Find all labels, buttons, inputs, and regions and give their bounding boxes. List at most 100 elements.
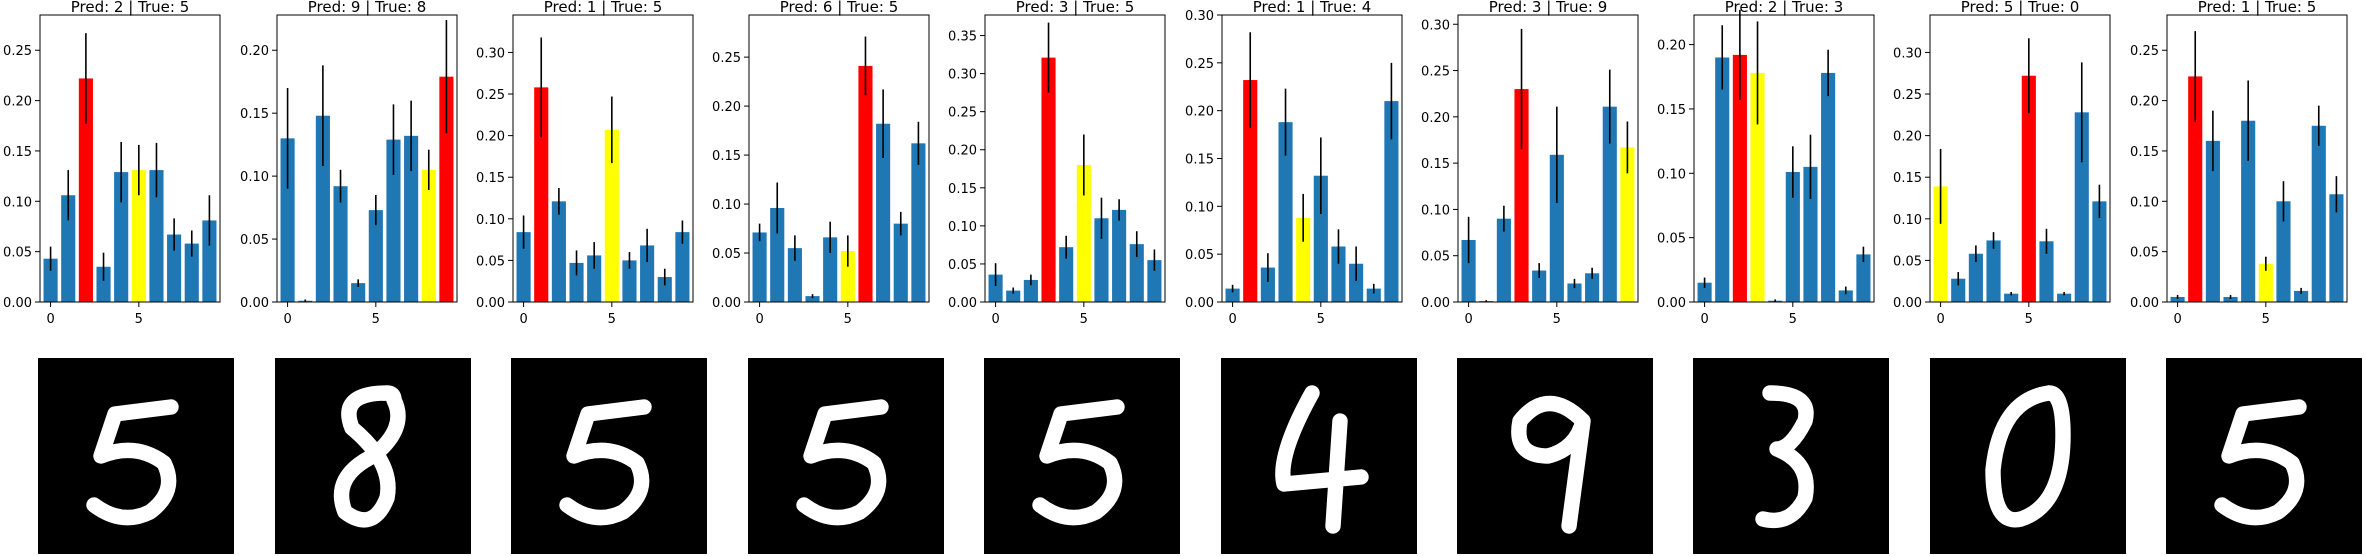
y-tick-label: 0.30 (1893, 46, 1922, 61)
subplot-0: 0.00 0.05 0.10 0.15 0.20 0.25 0 5 Pred: 2 | True… (3, 0, 221, 327)
bar-class-1 (1243, 80, 1258, 302)
bar-class-5 (840, 251, 855, 302)
x-tick-label: 5 (844, 312, 852, 327)
bar-class-9 (2092, 201, 2107, 302)
axes-frame (1693, 14, 1875, 303)
y-tick-label: 0.05 (712, 247, 741, 262)
subplot-6: 0.00 0.05 0.10 0.15 0.20 0.25 0.30 0 5 Pred: 3 | … (1421, 0, 1639, 327)
y-tick-label: 0.15 (1421, 157, 1450, 172)
y-tick-label: 0.20 (1185, 105, 1214, 120)
y-tick-label: 0.30 (476, 46, 505, 61)
bar-class-8 (893, 223, 908, 302)
bar-class-7 (1112, 209, 1127, 302)
y-tick-label: 0.10 (1893, 213, 1922, 228)
y-tick-label: 0.00 (1185, 296, 1214, 311)
y-tick-label: 0.25 (1421, 65, 1450, 80)
handwritten-digit-0-image (1930, 358, 2126, 554)
x-tick-label: 5 (1080, 312, 1088, 327)
bar-class-2 (1732, 54, 1747, 302)
bar-class-6 (149, 170, 164, 302)
bar-class-7 (167, 234, 182, 302)
handwritten-digit-9-stroke (1511, 395, 1591, 534)
axes-frame (2166, 14, 2348, 303)
y-tick-label: 0.15 (712, 149, 741, 164)
bar-class-6 (1094, 218, 1109, 302)
y-tick-label: 0.00 (948, 296, 977, 311)
y-tick-label: 0.15 (2130, 145, 2159, 160)
y-tick-label: 0.25 (3, 44, 32, 59)
x-tick-label: 5 (372, 312, 380, 327)
y-tick-label: 0.30 (1185, 9, 1214, 24)
bar-class-3 (569, 262, 584, 302)
digit-image-background (1221, 358, 1417, 554)
bar-class-4 (2241, 120, 2256, 302)
subplot-title: Pred: 1 | True: 5 (544, 0, 663, 16)
y-tick-label: 0.05 (1893, 254, 1922, 269)
x-tick-label: 0 (991, 312, 999, 327)
y-tick-label: 0.00 (476, 296, 505, 311)
handwritten-digit-9-image (1457, 358, 1653, 554)
handwritten-digit-5-stroke (86, 399, 179, 526)
y-tick-label: 0.20 (948, 144, 977, 159)
y-tick-label: 0.25 (1185, 57, 1214, 72)
y-tick-label: 0.30 (948, 68, 977, 83)
bar-class-4 (1059, 247, 1074, 302)
bar-class-9 (1620, 147, 1635, 302)
x-tick-label: 5 (1789, 312, 1797, 327)
bar-class-5 (1076, 164, 1091, 302)
axes-frame (1457, 14, 1639, 303)
x-tick-label: 0 (46, 312, 54, 327)
bar-class-6 (858, 65, 873, 302)
y-tick-label: 0.05 (948, 258, 977, 273)
bar-class-7 (404, 135, 419, 302)
x-tick-label: 5 (1317, 312, 1325, 327)
bar-class-1 (534, 87, 549, 302)
y-tick-label: 0.10 (2130, 195, 2159, 210)
y-tick-label: 0.15 (1185, 153, 1214, 168)
bar-class-3 (1750, 72, 1765, 302)
bar-class-2 (1496, 218, 1511, 302)
x-tick-label: 0 (1700, 312, 1708, 327)
handwritten-digit-3-stroke (1755, 385, 1814, 529)
y-tick-label: 0.05 (2130, 246, 2159, 261)
bar-class-4 (114, 172, 129, 302)
axes-frame (276, 14, 458, 303)
y-tick-label: 0.20 (1421, 111, 1450, 126)
handwritten-digit-4-image (1221, 358, 1417, 554)
bar-class-8 (1602, 106, 1617, 302)
bar-class-2 (1968, 253, 1983, 302)
y-tick-label: 0.10 (1185, 200, 1214, 215)
bar-class-1 (770, 207, 785, 302)
y-tick-label: 0.20 (1657, 39, 1686, 54)
bar-class-9 (202, 220, 217, 302)
subplot-title: Pred: 1 | True: 5 (2198, 0, 2317, 16)
axes-frame (984, 14, 1166, 303)
subplot-title: Pred: 6 | True: 5 (780, 0, 899, 16)
y-tick-label: 0.05 (1185, 248, 1214, 263)
handwritten-digit-5-image (511, 358, 707, 554)
bar-class-0 (1225, 288, 1240, 302)
bar-class-8 (2074, 112, 2089, 302)
handwritten-digit-5-stroke (559, 399, 652, 526)
y-tick-label: 0.30 (1421, 18, 1450, 33)
x-tick-label: 5 (2025, 312, 2033, 327)
bar-class-7 (2294, 290, 2309, 302)
bar-class-4 (587, 255, 602, 302)
x-tick-label: 0 (519, 312, 527, 327)
y-tick-label: 0.25 (2130, 44, 2159, 59)
y-tick-label: 0.15 (476, 171, 505, 186)
y-tick-label: 0.20 (712, 100, 741, 115)
bar-class-7 (2057, 293, 2072, 302)
y-tick-label: 0.10 (712, 198, 741, 213)
y-tick-label: 0.20 (1893, 130, 1922, 145)
axes-frame (512, 14, 694, 303)
bar-class-9 (1384, 101, 1399, 302)
bar-class-2 (78, 78, 93, 302)
bar-class-6 (622, 260, 637, 302)
bar-class-6 (2039, 241, 2054, 302)
y-tick-label: 0.15 (1657, 103, 1686, 118)
bar-class-1 (1006, 290, 1021, 302)
bar-class-7 (1585, 273, 1600, 302)
x-tick-label: 0 (1936, 312, 1944, 327)
